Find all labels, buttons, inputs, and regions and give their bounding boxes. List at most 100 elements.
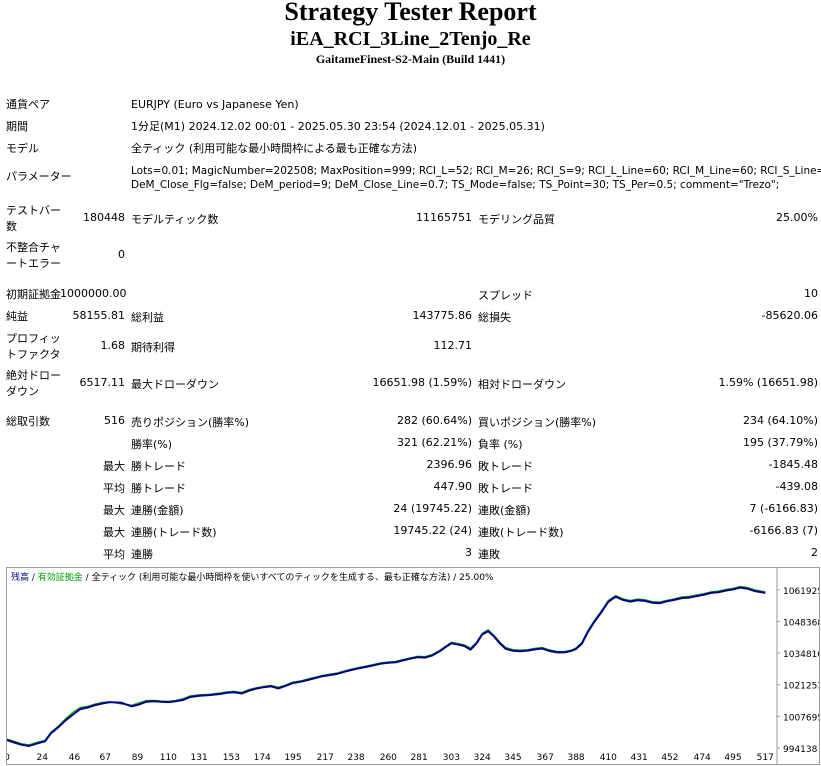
cons-loss-trades-label: 連敗(トレード数)	[478, 526, 564, 539]
cons-loss-trades-value: -6166.83 (7)	[749, 524, 818, 537]
max-dd-value: 16651.98 (1.59%)	[372, 376, 472, 389]
bars-label: テストバー数	[6, 204, 61, 233]
cons-win-trades-value: 19745.22 (24)	[393, 524, 472, 537]
x-tick-label: 431	[631, 753, 648, 763]
x-tick-label: 345	[504, 753, 521, 763]
avg-cons-loss-value: 2	[811, 546, 818, 559]
legend-model: 全ティック (利用可能な最小時間枠を使いすべてのティックを生成する、最も正確な方…	[91, 573, 451, 583]
expected-value: 112.71	[433, 339, 473, 352]
max-prefix-2: 最大	[103, 504, 125, 517]
short-value: 282 (60.64%)	[396, 414, 472, 427]
legend-equity: 有効証拠金	[37, 573, 83, 583]
ticks-value: 11165751	[416, 211, 472, 224]
x-tick-label: 452	[661, 753, 678, 763]
long-value: 234 (64.10%)	[742, 414, 818, 427]
avg-cons-win-value: 3	[465, 546, 472, 559]
gross-loss-value: -85620.06	[761, 309, 818, 322]
y-tick-label: 1048368	[783, 618, 819, 628]
best-label: 勝トレード	[131, 460, 186, 473]
legend-sep: /	[29, 573, 38, 583]
long-label: 買いポジション(勝率%)	[478, 416, 597, 429]
x-tick-label: 474	[694, 753, 711, 763]
cons-win-trades-label: 連勝(トレード数)	[131, 526, 217, 539]
y-tick-label: 1007695	[783, 713, 819, 723]
x-tick-label: 217	[317, 753, 334, 763]
mismatch-label: 不整合チャートエラー	[6, 241, 61, 270]
avg-cons-win-label: 連勝	[131, 548, 153, 561]
bars-value: 180448	[83, 211, 125, 224]
y-tick-label: 1021253	[783, 682, 819, 692]
x-tick-label: 195	[284, 753, 301, 763]
gross-loss-label: 総損失	[478, 311, 511, 324]
avg-win-value: 447.90	[433, 480, 473, 493]
period-label: 期間	[6, 120, 28, 133]
spread-value: 10	[804, 287, 818, 300]
avg-cons-loss-label: 連敗	[478, 548, 500, 561]
max-prefix-3: 最大	[103, 526, 125, 539]
x-tick-label: 238	[347, 753, 364, 763]
x-tick-label: 46	[69, 753, 81, 763]
legend-sep: /	[450, 573, 460, 583]
period-value: 1分足(M1) 2024.12.02 00:01 - 2025.05.30 23…	[131, 120, 545, 133]
x-tick-label: 110	[160, 753, 177, 763]
x-tick-label: 281	[411, 753, 428, 763]
model-label: モデル	[6, 142, 39, 155]
deposit-value: 1000000.00	[60, 287, 127, 300]
trades-value: 516	[104, 414, 125, 427]
ticks-label: モデルティック数	[131, 213, 219, 226]
pf-value: 1.68	[100, 339, 126, 352]
params-label: パラメーター	[6, 170, 72, 183]
cons-loss-money-value: 7 (-6166.83)	[749, 502, 818, 515]
max-prefix: 最大	[103, 460, 125, 473]
avg-loss-label: 敗トレード	[478, 482, 533, 495]
x-tick-label: 410	[600, 753, 617, 763]
short-label: 売りポジション(勝率%)	[131, 416, 250, 429]
net-label: 純益	[6, 310, 28, 323]
expected-label: 期待利得	[131, 341, 175, 354]
cons-loss-money-label: 連敗(金額)	[478, 504, 531, 517]
legend-balance: 残高	[11, 573, 30, 583]
loss-pct-label: 負率 (%)	[478, 438, 523, 451]
balance-line	[7, 586, 766, 748]
deposit-label: 初期証拠金	[6, 288, 61, 301]
report-title: Strategy Tester Report	[284, 0, 537, 26]
params-line2: DeM_Close_Flg=false; DeM_period=9; DeM_C…	[131, 179, 780, 191]
cons-win-money-label: 連勝(金額)	[131, 504, 184, 517]
x-tick-label: 388	[567, 753, 584, 763]
ea-name: iEA_RCI_3Line_2Tenjo_Re	[290, 28, 531, 50]
x-tick-label: 24	[36, 753, 48, 763]
x-tick-label: 67	[100, 753, 111, 763]
best-value: 2396.96	[426, 458, 473, 471]
params-line1: Lots=0.01; MagicNumber=202508; MaxPositi…	[131, 165, 821, 177]
max-dd-label: 最大ドローダウン	[131, 378, 219, 391]
legend-sep: /	[82, 573, 92, 583]
symbol-value: EURJPY (Euro vs Japanese Yen)	[131, 98, 299, 111]
symbol-label: 通貨ペア	[6, 98, 50, 111]
legend-quality: 25.00%	[459, 573, 494, 583]
abs-dd-label: 絶対ドローダウン	[6, 369, 61, 398]
y-tick-label: 1034810	[783, 650, 819, 660]
mismatch-value: 0	[118, 248, 125, 261]
worst-label: 敗トレード	[478, 460, 533, 473]
loss-pct-value: 195 (37.79%)	[742, 436, 818, 449]
x-tick-label: 517	[757, 753, 774, 763]
x-tick-label: 303	[443, 753, 460, 763]
rel-dd-value: 1.59% (16651.98)	[718, 376, 818, 389]
chart-legend: 残高 / 有効証拠金 / 全ティック (利用可能な最小時間枠を使いすべてのティッ…	[11, 570, 493, 583]
y-tick-label: 1061925	[783, 587, 819, 597]
win-pct-label: 勝率(%)	[131, 438, 173, 451]
balance-chart: 1061925 1048368 1034810 1021253 1007695 99413…	[6, 567, 820, 765]
quality-value: 25.00%	[776, 211, 818, 224]
avg-prefix: 平均	[103, 482, 125, 495]
x-tick-label: 495	[724, 753, 741, 763]
y-tick-label: 994138	[783, 745, 818, 755]
x-tick-label: 174	[254, 753, 271, 763]
x-tick-label: 0	[7, 753, 10, 763]
quality-label: モデリング品質	[478, 213, 555, 226]
gross-profit-value: 143775.86	[412, 309, 473, 322]
win-pct-value: 321 (62.21%)	[396, 436, 472, 449]
x-tick-label: 367	[537, 753, 554, 763]
avg-loss-value: -439.08	[775, 480, 818, 493]
x-tick-label: 153	[223, 753, 240, 763]
pf-label: プロフィットファクタ	[6, 332, 61, 361]
